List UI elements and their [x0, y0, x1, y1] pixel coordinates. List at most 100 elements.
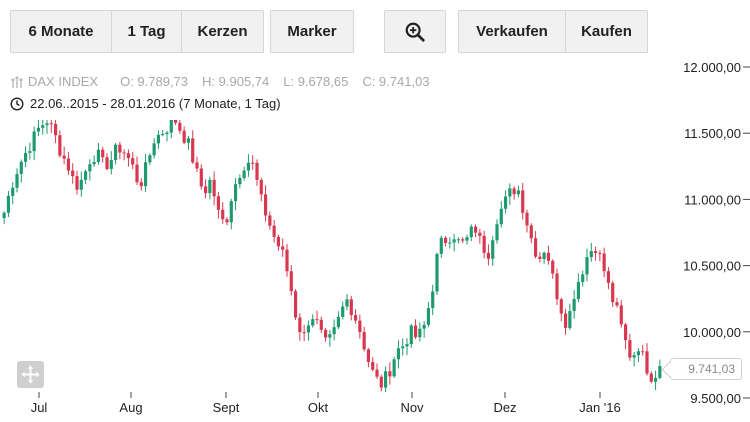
candle-body	[379, 376, 383, 388]
candle-body	[19, 161, 23, 174]
candle-body	[615, 302, 619, 306]
candle-body	[353, 314, 358, 321]
x-tick-label: Sept	[213, 400, 240, 415]
candle-body	[263, 194, 268, 216]
candle-body	[341, 306, 345, 317]
candle-body	[645, 351, 649, 374]
candle-body	[623, 324, 628, 341]
last-price-value: 9.741,03	[688, 362, 735, 376]
candle-body	[606, 271, 611, 283]
candle-body	[109, 160, 113, 169]
trade-group: Verkaufen Kaufen	[458, 10, 648, 53]
zoom-in-icon	[405, 22, 425, 42]
candle-body	[203, 186, 208, 194]
candle-body	[225, 219, 229, 223]
candle-body	[11, 187, 15, 196]
candle-body	[315, 319, 319, 321]
candle-body	[212, 179, 216, 197]
marker-button[interactable]: Marker	[287, 23, 337, 40]
candle-body	[413, 325, 418, 338]
candle-body	[208, 179, 212, 194]
chart-settings-group: 6 Monate 1 Tag Kerzen	[10, 10, 264, 53]
zoom-group	[384, 10, 446, 53]
marker-group: Marker	[270, 10, 354, 53]
open-value: O: 9.789,73	[120, 74, 189, 89]
candle-body	[632, 355, 636, 358]
candle-body	[298, 317, 302, 333]
buy-button[interactable]: Kaufen	[581, 23, 632, 40]
candle-body	[135, 164, 139, 183]
candle-body	[431, 291, 435, 309]
candle-body	[611, 282, 615, 303]
candle-body	[512, 188, 516, 195]
interval-button[interactable]: 1 Tag	[112, 11, 182, 52]
x-tick-label: Jul	[31, 400, 48, 415]
candle-body	[636, 351, 641, 356]
period-button[interactable]: 6 Monate	[11, 11, 112, 52]
zoom-button[interactable]	[385, 11, 445, 52]
x-tick-label: Dez	[493, 400, 516, 415]
last-price-tag: 9.741,03	[670, 358, 742, 380]
x-tick-label: Jan '16	[579, 400, 621, 415]
candle-body	[546, 252, 551, 261]
candle-body	[169, 120, 173, 133]
visibility-icon	[11, 75, 23, 88]
candle-body	[66, 158, 71, 171]
candle-body	[323, 329, 328, 338]
candle-body	[36, 127, 41, 132]
candle-body	[96, 149, 101, 163]
candle-body	[563, 313, 568, 328]
close-value: C: 9.741,03	[362, 74, 430, 89]
candle-body	[628, 340, 632, 358]
candle-body	[589, 251, 593, 258]
candle-body	[486, 252, 491, 259]
candle-body	[576, 282, 581, 299]
candle-body	[276, 236, 281, 247]
candle-body	[499, 208, 503, 225]
candle-body	[195, 162, 199, 169]
candle-body	[49, 123, 53, 125]
candle-body	[508, 188, 512, 197]
candle-body	[75, 176, 79, 190]
candle-body	[581, 274, 585, 283]
candle-body	[45, 123, 49, 126]
candle-body	[83, 171, 88, 180]
chart-toolbar: 6 Monate 1 Tag Kerzen Marker Verkaufen K…	[10, 10, 654, 53]
candle-body	[491, 240, 495, 259]
candle-body	[165, 132, 169, 135]
candle-body	[653, 377, 658, 382]
candle-body	[259, 179, 263, 195]
candle-body	[525, 212, 529, 226]
x-tick-label: Aug	[119, 400, 142, 415]
candle-body	[555, 273, 559, 300]
date-range-text: 22.06..2015 - 28.01.2016 (7 Monate, 1 Ta…	[30, 96, 281, 111]
candle-body	[79, 179, 83, 190]
instrument-name: DAX INDEX	[28, 74, 99, 89]
instrument-symbol: DAX INDEX	[10, 74, 98, 89]
candle-body	[482, 235, 486, 253]
candle-body	[131, 158, 135, 165]
candle-body	[529, 225, 533, 239]
candle-body	[191, 138, 195, 163]
candle-body	[41, 125, 45, 128]
candle-body	[593, 251, 598, 254]
candle-body	[319, 319, 323, 330]
fullscreen-button[interactable]	[17, 361, 44, 388]
candle-body	[332, 327, 336, 335]
candle-body	[328, 334, 332, 338]
candle-body	[178, 122, 182, 131]
candle-body	[452, 239, 456, 243]
candle-body	[118, 144, 122, 153]
candle-body	[521, 190, 525, 213]
candle-body	[221, 209, 225, 220]
candle-body	[658, 366, 662, 378]
candle-body	[268, 215, 272, 226]
candle-body	[62, 155, 66, 159]
sell-button[interactable]: Verkaufen	[459, 11, 566, 52]
candle-body	[156, 134, 161, 144]
candle-body	[281, 246, 285, 250]
candle-body	[186, 138, 191, 143]
chart-type-button[interactable]: Kerzen	[197, 23, 248, 40]
candle-body	[229, 201, 233, 223]
